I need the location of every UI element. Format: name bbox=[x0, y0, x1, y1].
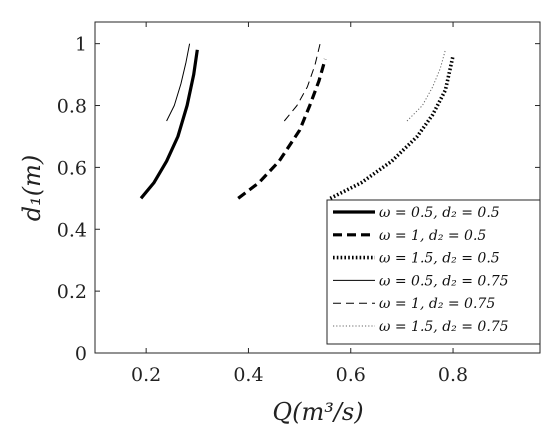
legend-label-3: ω = 1.5, d₂ = 0.5 bbox=[379, 251, 500, 267]
x-axis-ticks: 0.2 0.4 0.6 0.8 bbox=[131, 22, 468, 386]
legend-label-2: ω = 1, d₂ = 0.5 bbox=[379, 228, 486, 244]
series-line-3 bbox=[329, 55, 455, 200]
x-tick-label: 0.8 bbox=[438, 364, 468, 386]
y-tick-label: 0 bbox=[75, 343, 87, 365]
y-axis-label: d₁(m) bbox=[18, 155, 46, 221]
legend-label-6: ω = 1.5, d₂ = 0.75 bbox=[379, 319, 509, 335]
y-tick-label: 0.8 bbox=[57, 96, 87, 118]
legend: ω = 0.5, d₂ = 0.5 ω = 1, d₂ = 0.5 ω = 1.5,… bbox=[326, 199, 541, 345]
legend-label-5: ω = 1, d₂ = 0.75 bbox=[379, 296, 495, 312]
y-tick-label: 0.4 bbox=[57, 219, 87, 241]
x-tick-label: 0.2 bbox=[131, 364, 161, 386]
x-tick-label: 0.4 bbox=[233, 364, 263, 386]
series-layer bbox=[139, 43, 455, 200]
series-line-1 bbox=[139, 49, 199, 200]
series-line-4 bbox=[166, 43, 191, 122]
legend-items: ω = 0.5, d₂ = 0.5 ω = 1, d₂ = 0.5 ω = 1.5,… bbox=[333, 205, 509, 335]
legend-label-4: ω = 0.5, d₂ = 0.75 bbox=[379, 273, 509, 289]
legend-box bbox=[326, 199, 541, 345]
x-axis-label: Q(m³/s) bbox=[272, 398, 363, 426]
x-tick-label: 0.6 bbox=[336, 364, 366, 386]
y-tick-label: 0.6 bbox=[57, 157, 87, 179]
series-line-5 bbox=[283, 43, 321, 122]
y-axis-ticks: 0 0.2 0.4 0.6 0.8 1 bbox=[57, 34, 540, 365]
legend-label-1: ω = 0.5, d₂ = 0.5 bbox=[379, 205, 500, 221]
y-tick-label: 0.2 bbox=[57, 281, 87, 303]
y-tick-label: 1 bbox=[75, 34, 87, 56]
series-line-2 bbox=[237, 58, 327, 200]
